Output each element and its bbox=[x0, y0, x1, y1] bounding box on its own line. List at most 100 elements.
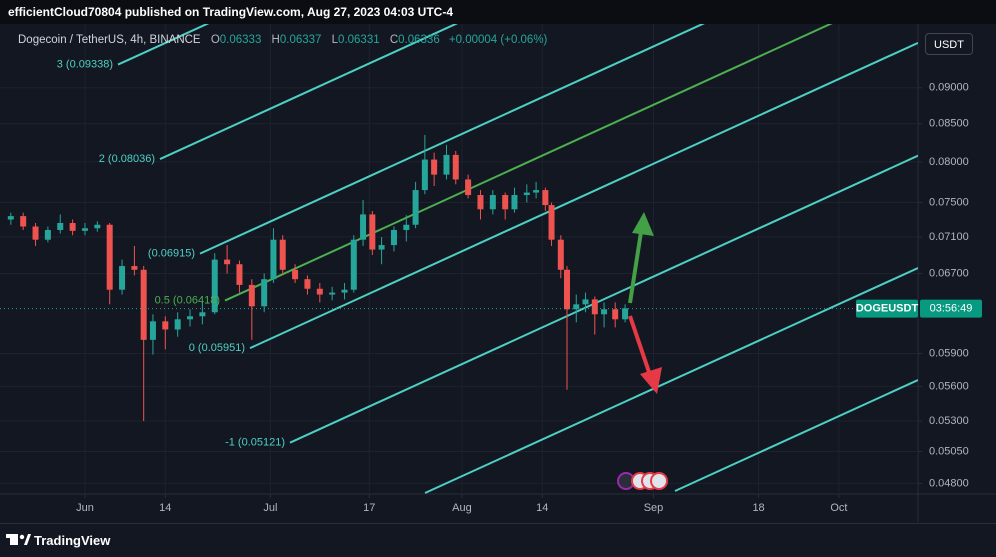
candle-body bbox=[20, 216, 27, 227]
candle-body bbox=[174, 319, 181, 330]
channel-label: (0.06915) bbox=[148, 248, 195, 260]
candle-body bbox=[119, 266, 126, 290]
symbol-title: Dogecoin / TetherUS, 4h, BINANCE bbox=[18, 34, 201, 46]
ohlc-value: 0.06337 bbox=[279, 34, 322, 46]
candle-body bbox=[270, 239, 277, 280]
candle-body bbox=[452, 154, 459, 180]
ohlc-key: O bbox=[210, 34, 220, 46]
publish-text: efficientCloud70804 published on Trading… bbox=[8, 5, 454, 19]
candle-body bbox=[329, 292, 336, 295]
plot-area bbox=[0, 24, 918, 494]
channel-label: -1 (0.05121) bbox=[225, 437, 285, 449]
channel-line bbox=[674, 379, 918, 492]
candle-body bbox=[360, 214, 367, 240]
candle-body bbox=[350, 239, 357, 290]
symbol-badge-bg bbox=[856, 299, 918, 318]
candle-body bbox=[94, 224, 101, 229]
axes: 0.09000 0.08500 0.08000 0.07500 0.07100 0.067… bbox=[57, 58, 982, 514]
candle-body bbox=[211, 259, 218, 313]
x-tick-label: 14 bbox=[159, 502, 171, 514]
candle-body bbox=[236, 264, 243, 285]
y-tick-label: 0.05600 bbox=[929, 380, 969, 392]
y-tick-label: 0.09000 bbox=[929, 82, 969, 94]
candle-body bbox=[622, 308, 629, 320]
candle-body bbox=[316, 288, 323, 295]
candle-body bbox=[443, 154, 450, 175]
logo-part bbox=[24, 534, 31, 545]
candle-body bbox=[32, 226, 39, 240]
candle-body bbox=[106, 224, 113, 290]
candle-body bbox=[248, 284, 255, 307]
brand-logo bbox=[6, 534, 31, 545]
x-tick-label: Jul bbox=[263, 502, 277, 514]
candle-body bbox=[149, 321, 156, 340]
event-icons bbox=[617, 472, 668, 490]
candle-body bbox=[292, 269, 299, 280]
x-tick-label: Aug bbox=[452, 502, 472, 514]
x-tick-label: 17 bbox=[363, 502, 375, 514]
candle-body bbox=[582, 299, 589, 305]
countdown-bg bbox=[920, 299, 982, 318]
channel-label: 2 (0.08036) bbox=[99, 153, 155, 165]
candle-body bbox=[378, 245, 385, 250]
channel-label: 3 (0.09338) bbox=[57, 58, 113, 70]
candle-body bbox=[533, 190, 540, 193]
candle-body bbox=[591, 299, 598, 315]
candle-body bbox=[489, 195, 496, 210]
x-tick-label: Jun bbox=[76, 502, 94, 514]
candle-body bbox=[341, 289, 348, 293]
channel-line bbox=[424, 267, 918, 494]
candle-body bbox=[140, 269, 147, 340]
candle-body bbox=[548, 205, 555, 240]
channel-line bbox=[224, 24, 833, 302]
candle-body bbox=[304, 279, 311, 289]
candle-body bbox=[412, 190, 419, 225]
candle-body bbox=[131, 266, 138, 270]
event-icon[interactable] bbox=[650, 472, 668, 490]
candle-body bbox=[390, 229, 397, 246]
candle-body bbox=[477, 195, 484, 210]
price-change: +0.00004 (+0.06%) bbox=[448, 34, 548, 46]
candle-body bbox=[542, 190, 549, 206]
candle-body bbox=[199, 312, 206, 317]
candle-body bbox=[511, 195, 518, 210]
candle-body bbox=[57, 223, 64, 230]
x-tick-label: 18 bbox=[752, 502, 764, 514]
footer-bar: TradingView bbox=[0, 523, 996, 557]
candle-body bbox=[81, 228, 88, 231]
candle-body bbox=[7, 216, 14, 220]
y-tick-label: 0.05900 bbox=[929, 347, 969, 359]
ohlc-value: 0.06331 bbox=[338, 34, 380, 46]
x-tick-label: 14 bbox=[536, 502, 548, 514]
y-tick-label: 0.06700 bbox=[929, 267, 969, 279]
candle-body bbox=[403, 224, 410, 230]
channel-line bbox=[289, 154, 918, 444]
candle-body bbox=[261, 279, 268, 307]
y-tick-label: 0.07500 bbox=[929, 196, 969, 208]
candle-body bbox=[187, 316, 194, 320]
candle-body bbox=[563, 269, 570, 310]
arrow-up bbox=[628, 212, 654, 304]
currency-button[interactable]: USDT bbox=[925, 33, 973, 55]
channel-line bbox=[159, 24, 459, 161]
candle-body bbox=[44, 229, 51, 240]
candle-body bbox=[502, 195, 509, 210]
ohlc-value: 0.06336 bbox=[398, 34, 440, 46]
y-tick-label: 0.07100 bbox=[929, 231, 969, 243]
candle-body bbox=[279, 239, 286, 270]
symbol-badge: DOGEUSDT bbox=[856, 303, 919, 315]
ohlc-key: H bbox=[271, 34, 280, 46]
channel-line bbox=[199, 24, 705, 255]
arrow-shaft bbox=[628, 315, 652, 376]
x-tick-label: Sep bbox=[644, 502, 664, 514]
y-tick-label: 0.08000 bbox=[929, 156, 969, 168]
logo-part bbox=[19, 534, 25, 540]
x-tick-label: Oct bbox=[830, 502, 847, 514]
candle-body bbox=[431, 159, 438, 175]
candle-body bbox=[465, 179, 472, 196]
brand-name: TradingView bbox=[34, 533, 111, 548]
logo-part bbox=[10, 534, 18, 545]
candle-body bbox=[557, 239, 564, 270]
